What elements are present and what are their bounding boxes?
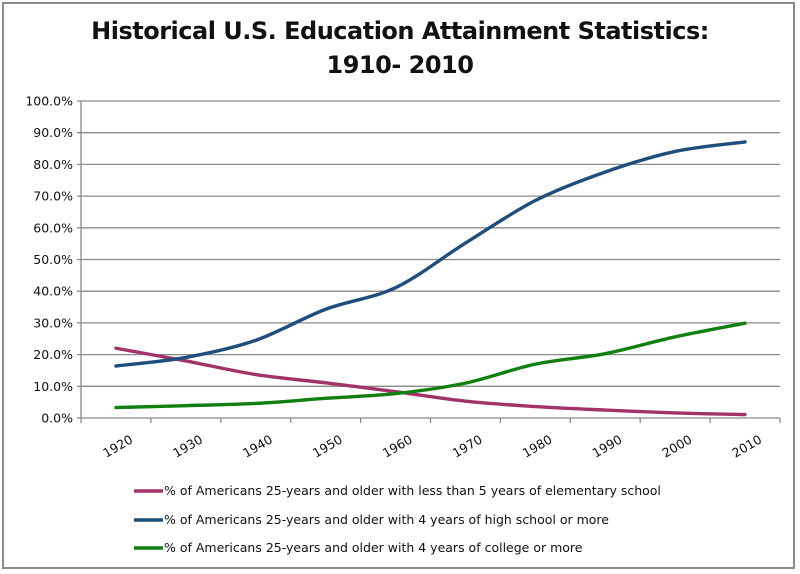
- chart-title: Historical U.S. Education Attainment Sta…: [0, 14, 800, 82]
- x-tick-label: 1970: [450, 432, 485, 461]
- x-tick-label: 1930: [170, 432, 205, 461]
- legend-item: % of Americans 25-years and older with 4…: [134, 512, 609, 527]
- chart-title-line-1: Historical U.S. Education Attainment Sta…: [91, 17, 709, 45]
- y-tick-label: 50.0%: [33, 252, 73, 267]
- y-tick-label: 70.0%: [33, 189, 73, 204]
- y-tick-label: 90.0%: [33, 125, 73, 140]
- x-tick-label: 1920: [100, 432, 135, 461]
- series-line-college-4-years-or-more: [114, 321, 747, 410]
- legend-label: % of Americans 25-years and older with l…: [164, 483, 661, 498]
- x-tick-label: 1940: [240, 432, 275, 461]
- series-line-high-school-4-years-or-more: [114, 140, 747, 368]
- y-tick-label: 20.0%: [33, 347, 73, 362]
- y-tick-label: 0.0%: [41, 411, 73, 426]
- y-tick-label: 100.0%: [25, 94, 73, 109]
- series-line-elementary-less-than-5-years: [114, 346, 747, 417]
- legend-label: % of Americans 25-years and older with 4…: [164, 540, 583, 555]
- chart-title-line-2: 1910- 2010: [326, 51, 474, 79]
- x-tick-label: 1990: [589, 432, 624, 461]
- legend-item: % of Americans 25-years and older with l…: [134, 483, 661, 498]
- y-axis-tick-labels: 0.0% 10.0% 20.0% 30.0% 40.0% 50.0% 60.0% 70.0% 8…: [25, 94, 73, 426]
- x-tick-label: 2000: [659, 432, 694, 461]
- legend-label: % of Americans 25-years and older with 4…: [164, 512, 609, 527]
- y-tick-label: 60.0%: [33, 220, 73, 235]
- y-tick-label: 40.0%: [33, 284, 73, 299]
- y-tick-label: 30.0%: [33, 315, 73, 330]
- gridlines: [77, 100, 780, 387]
- x-tick-label: 2010: [729, 432, 764, 461]
- legend: % of Americans 25-years and older with l…: [134, 483, 661, 555]
- y-tick-label: 80.0%: [33, 157, 73, 172]
- legend-item: % of Americans 25-years and older with 4…: [134, 540, 583, 555]
- x-axis-tick-labels: 1920 1930 1940 1950 1960 1970 1980 1990 2000 2010: [100, 432, 764, 461]
- y-tick-label: 10.0%: [33, 379, 73, 394]
- x-tick-label: 1980: [520, 432, 555, 461]
- x-tick-label: 1960: [380, 432, 415, 461]
- x-tick-label: 1950: [310, 432, 345, 461]
- axes: [77, 101, 781, 423]
- series-lines: [114, 140, 747, 417]
